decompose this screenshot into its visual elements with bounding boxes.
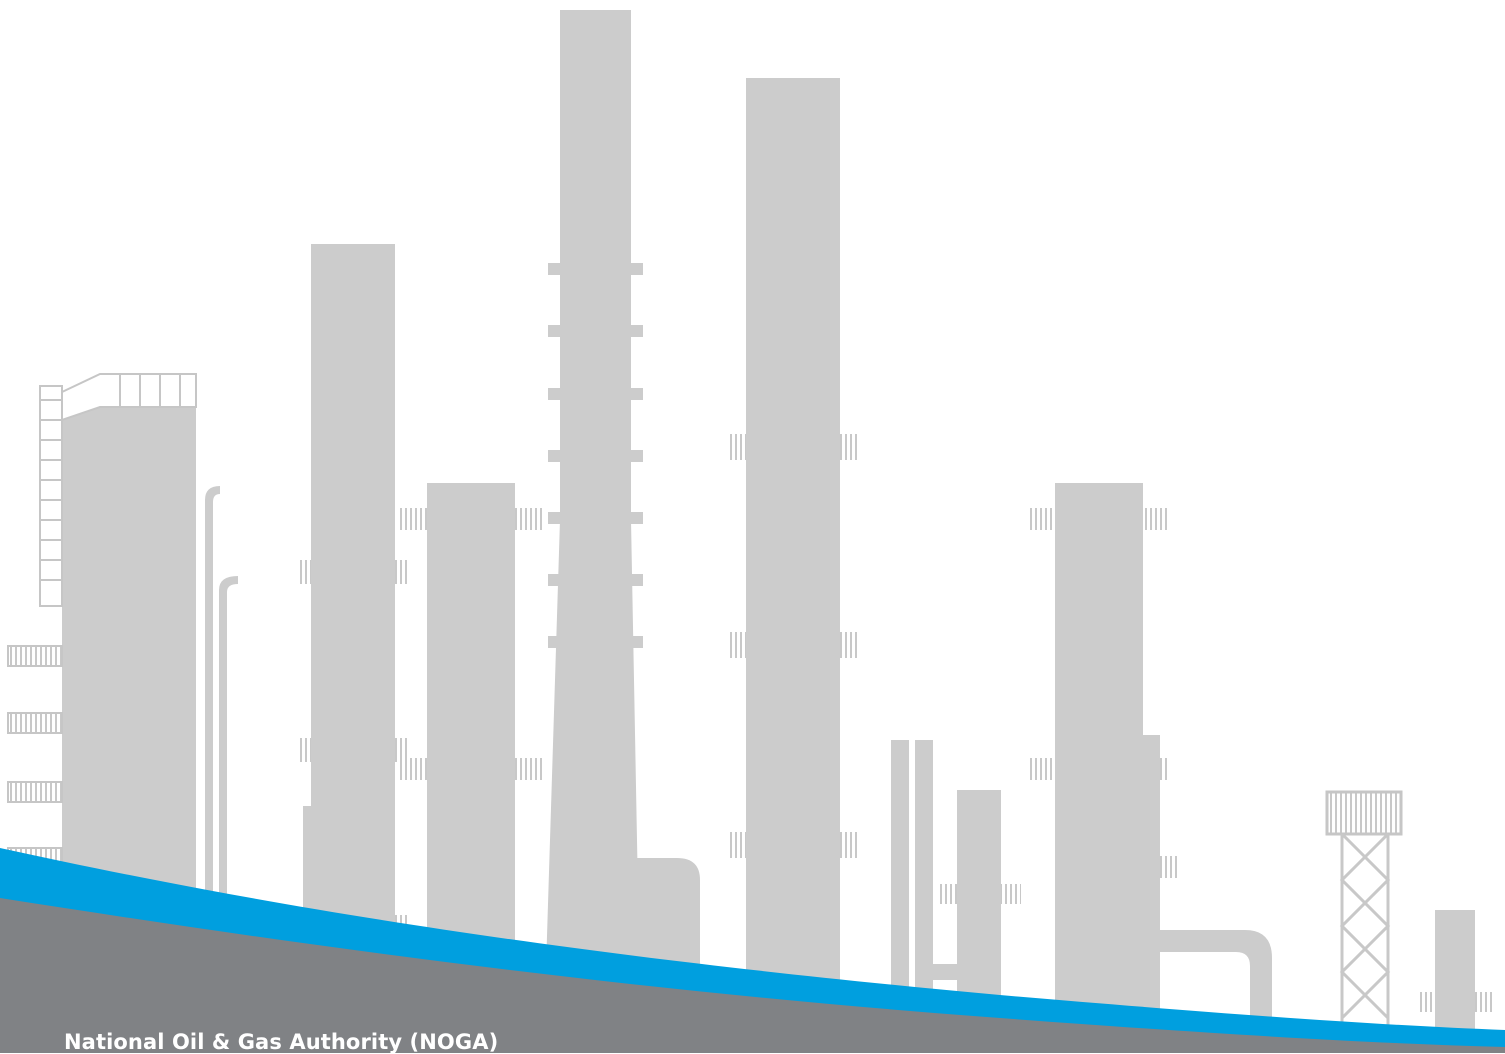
lattice-tower — [1325, 790, 1403, 1030]
column — [891, 740, 909, 1030]
tower-6 — [933, 790, 1021, 1030]
tower-7 — [1028, 483, 1272, 1035]
tower-5 — [728, 78, 858, 1028]
gray-footer-band — [0, 898, 1505, 1053]
organization-name: National Oil & Gas Authority (NOGA) — [64, 1030, 499, 1054]
stack — [1435, 910, 1475, 1040]
column — [915, 740, 933, 1030]
pipe — [205, 486, 220, 1000]
chimney — [545, 10, 700, 1000]
